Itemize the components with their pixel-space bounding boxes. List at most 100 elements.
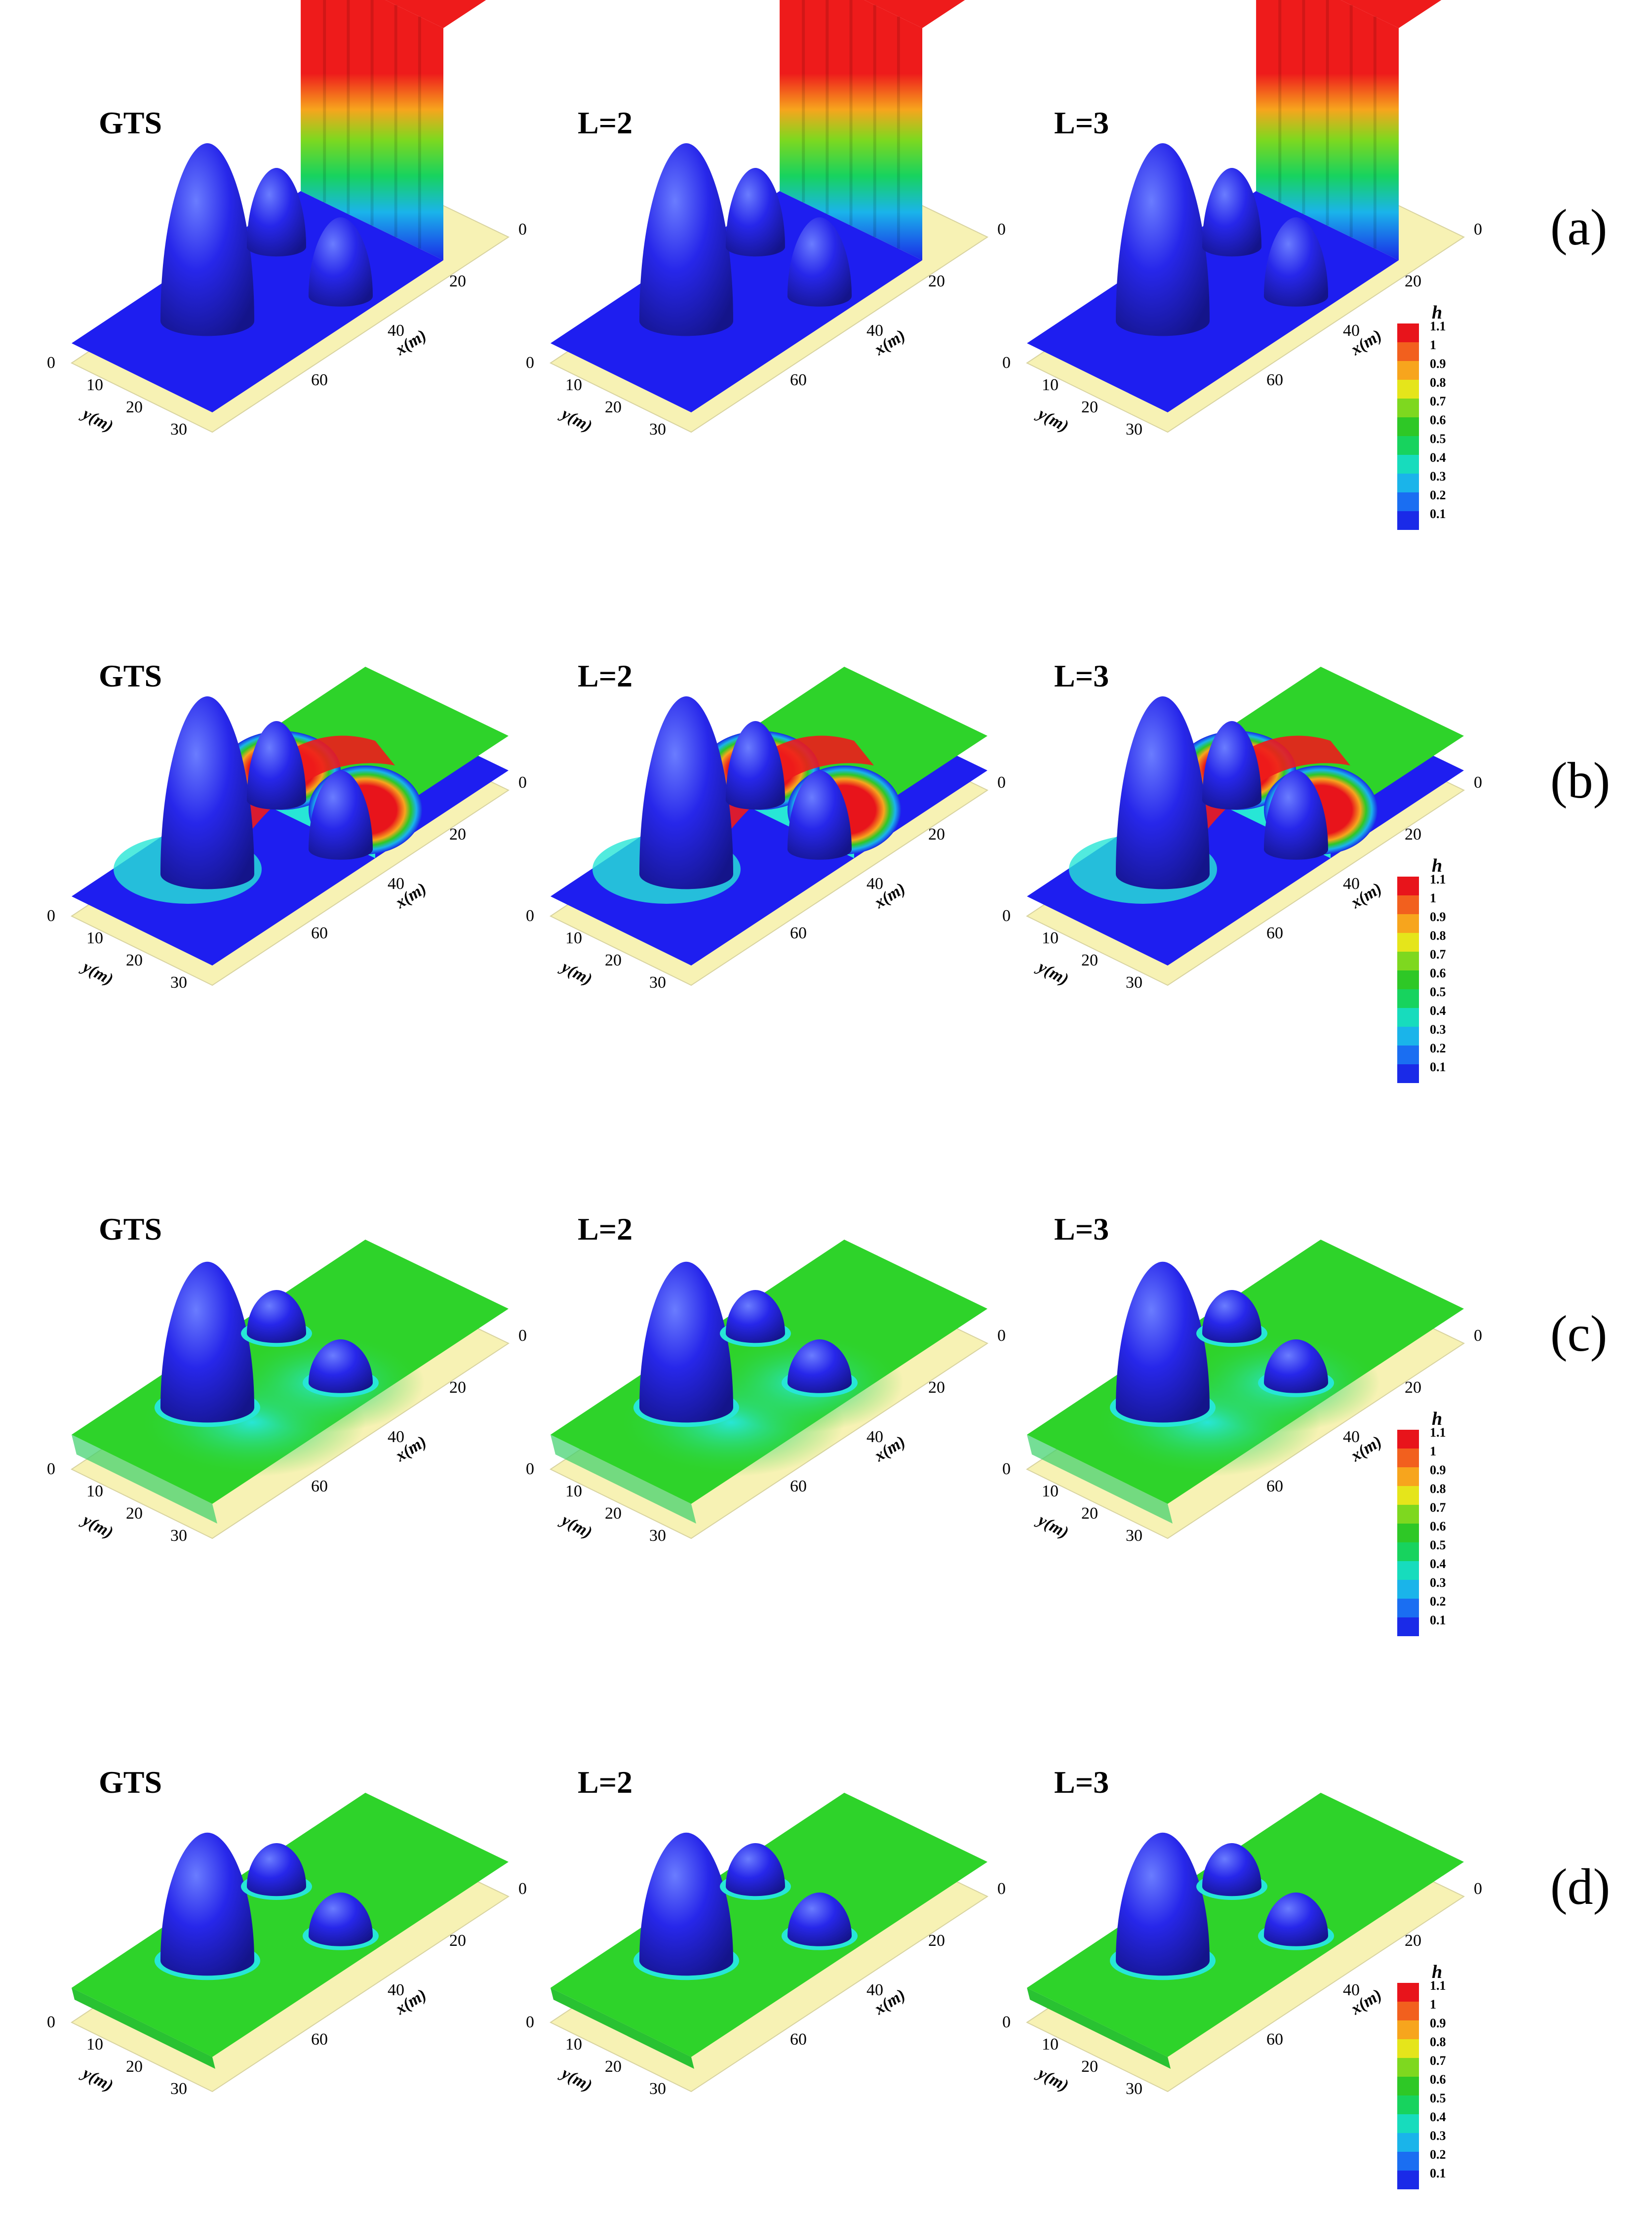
colorbar-swatch: [1397, 399, 1419, 417]
x-tick-label: 40: [866, 1981, 883, 1999]
colorbar-swatch: [1397, 1599, 1419, 1617]
y-axis-label: y(m): [557, 1510, 595, 1542]
small-mound: [726, 168, 785, 257]
colorbar-level: 0.1: [1430, 1060, 1446, 1074]
colorbar-level: 0.8: [1430, 1482, 1446, 1496]
y-tick-label: 10: [565, 376, 582, 394]
y-tick-label: 0: [1002, 1460, 1011, 1478]
colorbar-swatch: [1397, 1524, 1419, 1542]
y-tick-label: 10: [86, 376, 103, 394]
y-axis-label: y(m): [78, 1510, 117, 1542]
colorbar-level: 0.7: [1430, 394, 1446, 408]
y-tick-label: 10: [1042, 2035, 1059, 2054]
x-tick-label: 0: [1474, 1327, 1482, 1345]
large-mound: [160, 1832, 254, 1976]
y-tick-label: 20: [1081, 2057, 1098, 2076]
colorbar-level: 0.9: [1430, 2016, 1446, 2030]
colorbar-swatch: [1397, 2077, 1419, 2095]
colorbar-swatch: [1397, 2020, 1419, 2039]
small-mound: [1202, 721, 1261, 810]
colorbar-level: 0.5: [1430, 1538, 1446, 1552]
x-tick-label: 20: [449, 272, 466, 290]
y-tick-label: 30: [1126, 1527, 1142, 1545]
large-mound: [639, 1832, 733, 1976]
y-axis-label: y(m): [1033, 957, 1072, 989]
colorbar-swatch: [1397, 474, 1419, 492]
small-mound: [1264, 770, 1328, 860]
colorbar-level: 0.2: [1430, 488, 1446, 502]
colorbar-swatch: [1397, 1617, 1419, 1636]
water-surface: [1027, 1793, 1464, 2057]
colorbar-level: 0.4: [1430, 1557, 1446, 1571]
y-tick-label: 20: [605, 1504, 622, 1523]
colorbar-swatch: [1397, 323, 1419, 342]
surface-edge: [72, 1435, 217, 1524]
x-tick-label: 40: [866, 875, 883, 893]
colorbar-swatch: [1397, 511, 1419, 530]
large-mound: [1116, 1832, 1210, 1976]
large-mound: [639, 1261, 733, 1423]
y-tick-label: 30: [649, 1527, 666, 1545]
x-tick-label: 0: [1474, 1880, 1482, 1898]
y-tick-label: 20: [605, 398, 622, 416]
panel-label: (d): [1550, 1858, 1610, 1915]
colorbar-level: 1: [1430, 1444, 1436, 1458]
small-mound: [309, 1893, 373, 1946]
colorbar-level: 0.2: [1430, 1041, 1446, 1055]
colorbar-level: 0.4: [1430, 2110, 1446, 2124]
y-tick-label: 30: [170, 973, 187, 992]
y-axis-label: y(m): [1033, 404, 1072, 436]
x-tick-label: 0: [518, 220, 527, 239]
x-tick-label: 0: [518, 1880, 527, 1898]
colorbar-swatch: [1397, 877, 1419, 895]
y-tick-label: 30: [1126, 2080, 1142, 2098]
small-mound: [1202, 1843, 1261, 1896]
x-tick-label: 20: [1405, 1378, 1421, 1397]
small-mound: [1264, 217, 1328, 307]
y-tick-label: 0: [47, 354, 55, 372]
small-mound: [726, 1843, 785, 1896]
x-tick-label: 0: [1474, 220, 1482, 239]
y-tick-label: 0: [526, 907, 534, 925]
y-tick-label: 20: [126, 951, 143, 969]
colorbar-level: 0.4: [1430, 1004, 1446, 1018]
y-tick-label: 0: [1002, 354, 1011, 372]
colorbar-swatch: [1397, 1580, 1419, 1599]
colorbar-swatch: [1397, 417, 1419, 436]
case-title: L=3: [1054, 1765, 1109, 1800]
x-tick-label: 40: [1343, 322, 1360, 340]
figure-row: 0204060x(m)0102030y(m)GTS0204060x(m)0102…: [47, 0, 1607, 530]
colorbar: h1.1 1 0.9 0.8 0.7 0.6 0.5 0.4 0.3 0.2 0.1: [1397, 855, 1446, 1083]
dam-wall-face: [780, 0, 922, 260]
colorbar-level: 0.2: [1430, 1594, 1446, 1609]
x-tick-label: 20: [1405, 272, 1421, 290]
colorbar-swatch: [1397, 2002, 1419, 2020]
large-mound: [160, 696, 254, 889]
colorbar-swatch: [1397, 1467, 1419, 1486]
water-surface: [72, 1793, 509, 2057]
figure-row: 0204060x(m)0102030y(m)GTS0204060x(m)0102…: [47, 1765, 1610, 2189]
y-tick-label: 10: [565, 2035, 582, 2054]
y-axis-label: y(m): [557, 404, 595, 436]
y-tick-label: 10: [86, 929, 103, 947]
x-tick-label: 20: [928, 1932, 945, 1950]
colorbar-swatch: [1397, 2095, 1419, 2114]
colorbar-swatch: [1397, 342, 1419, 361]
y-tick-label: 20: [605, 2057, 622, 2076]
y-axis-label: y(m): [557, 957, 595, 989]
colorbar-swatch: [1397, 1486, 1419, 1505]
colorbar-swatch: [1397, 970, 1419, 989]
large-mound: [639, 696, 733, 889]
small-mound: [309, 770, 373, 860]
colorbar-level: 0.1: [1430, 2166, 1446, 2180]
colorbar-swatch: [1397, 2152, 1419, 2171]
small-mound: [787, 217, 852, 307]
x-tick-label: 40: [866, 322, 883, 340]
colorbar-level: 0.9: [1430, 910, 1446, 924]
colorbar-swatch: [1397, 2133, 1419, 2152]
small-mound: [1202, 1290, 1261, 1343]
